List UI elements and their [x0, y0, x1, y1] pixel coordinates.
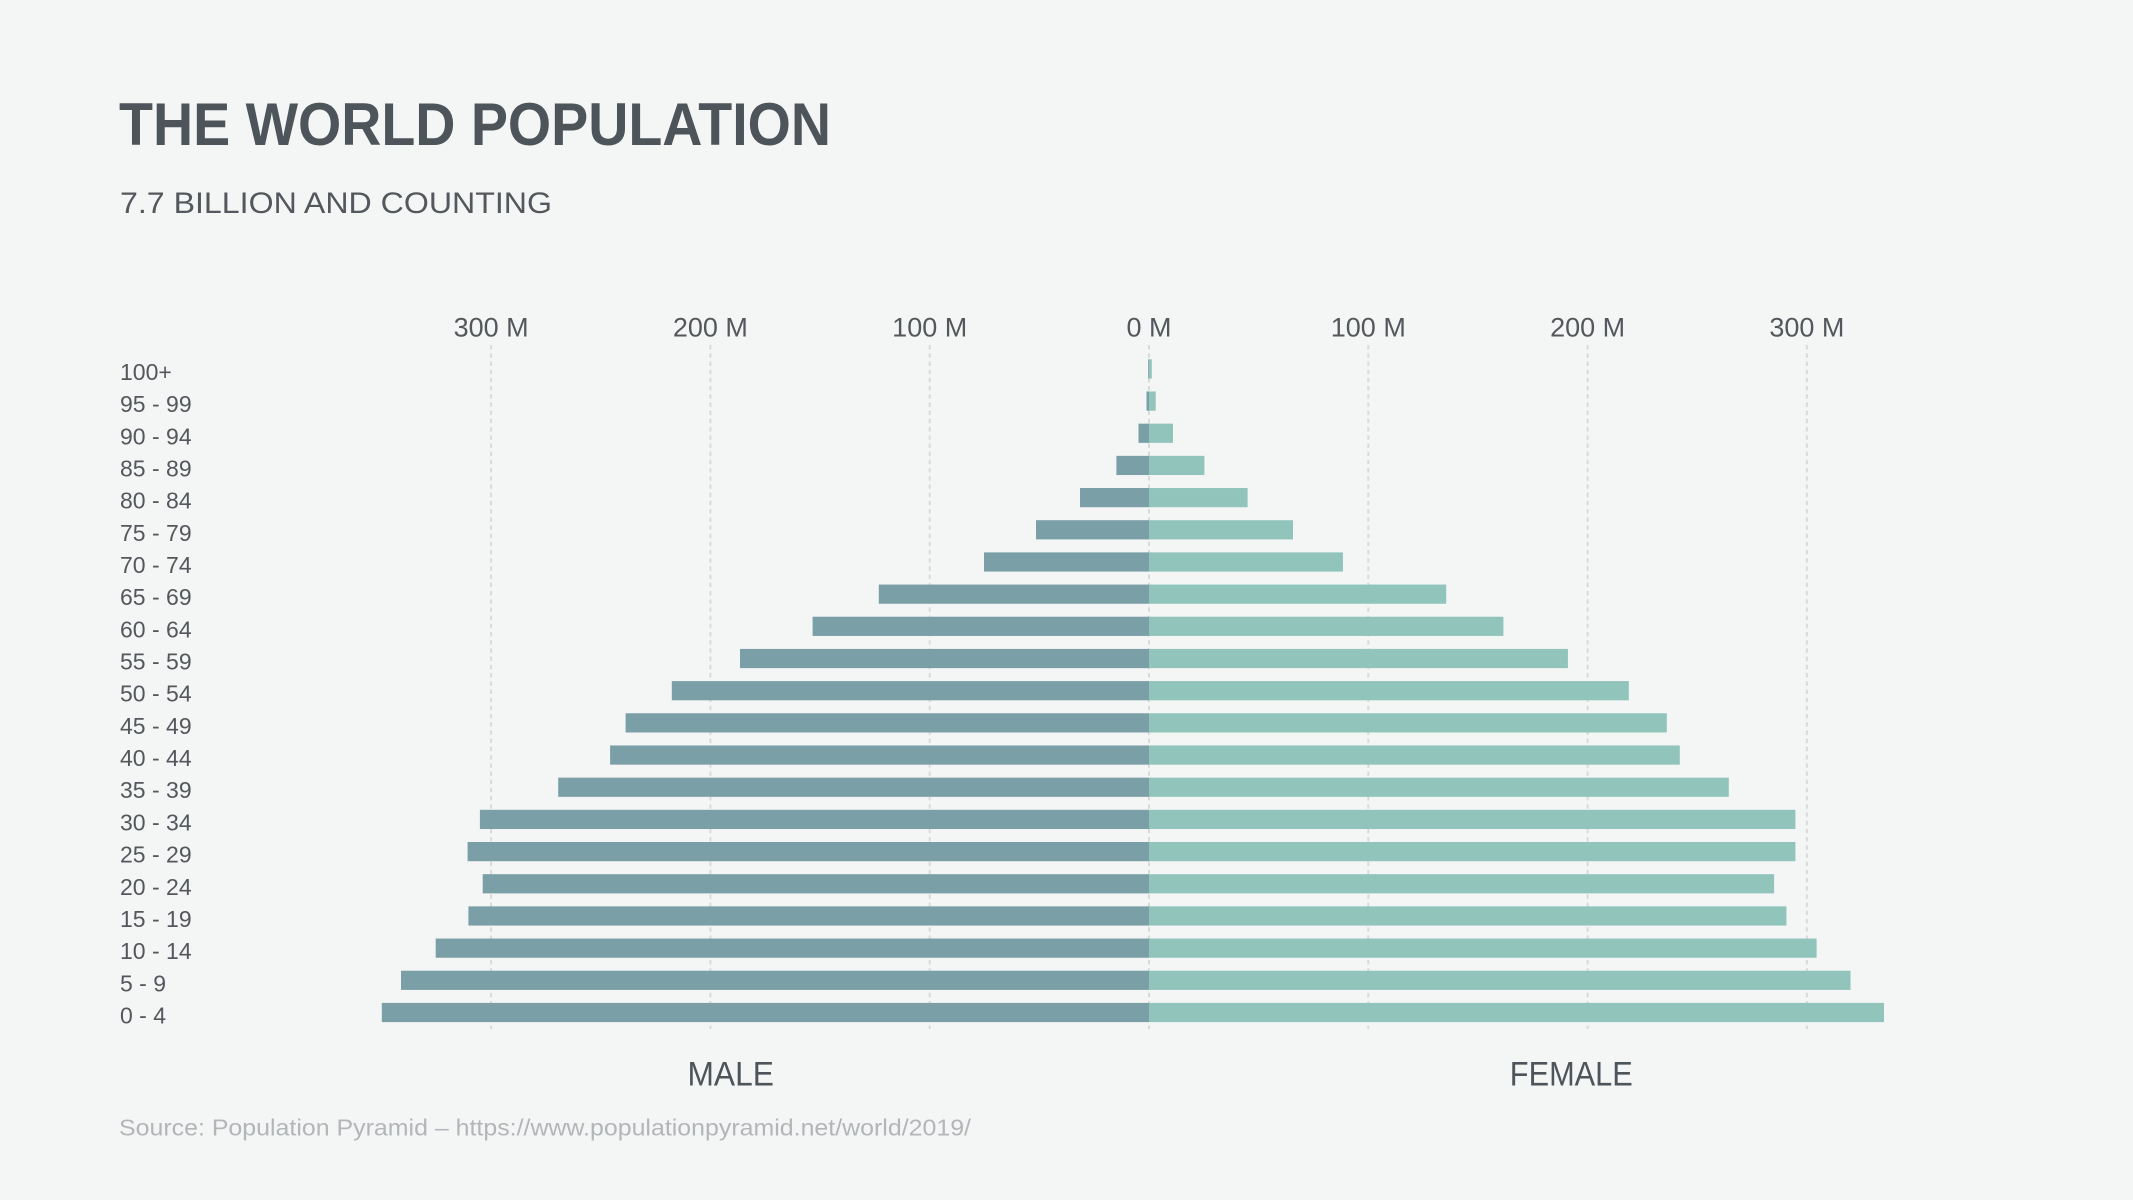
- svg-text:70 - 74: 70 - 74: [120, 552, 192, 578]
- svg-text:75 - 79: 75 - 79: [120, 520, 192, 546]
- svg-text:0 M: 0 M: [1126, 312, 1171, 342]
- svg-text:55 - 59: 55 - 59: [120, 649, 192, 675]
- svg-text:100 M: 100 M: [892, 312, 967, 342]
- svg-text:30 - 34: 30 - 34: [120, 809, 192, 835]
- svg-text:15 - 19: 15 - 19: [120, 906, 192, 932]
- svg-text:90 - 94: 90 - 94: [120, 423, 192, 449]
- svg-text:25 - 29: 25 - 29: [120, 842, 192, 868]
- svg-text:200 M: 200 M: [1550, 312, 1625, 342]
- svg-text:FEMALE: FEMALE: [1510, 1055, 1633, 1093]
- svg-text:10 - 14: 10 - 14: [120, 938, 192, 964]
- svg-text:200 M: 200 M: [673, 312, 748, 342]
- svg-text:5 - 9: 5 - 9: [120, 970, 166, 996]
- svg-text:THE WORLD POPULATION: THE WORLD POPULATION: [119, 91, 831, 158]
- svg-text:80 - 84: 80 - 84: [120, 488, 192, 514]
- svg-text:Source: Population Pyramid – h: Source: Population Pyramid – https://www…: [119, 1115, 972, 1141]
- svg-text:35 - 39: 35 - 39: [120, 777, 192, 803]
- svg-text:60 - 64: 60 - 64: [120, 616, 192, 642]
- svg-text:85 - 89: 85 - 89: [120, 455, 192, 481]
- svg-text:MALE: MALE: [688, 1055, 774, 1093]
- svg-text:45 - 49: 45 - 49: [120, 713, 192, 739]
- svg-text:50 - 54: 50 - 54: [120, 681, 192, 707]
- svg-text:300 M: 300 M: [1769, 312, 1844, 342]
- svg-text:95 - 99: 95 - 99: [120, 391, 192, 417]
- svg-text:20 - 24: 20 - 24: [120, 874, 192, 900]
- svg-text:7.7 BILLION AND COUNTING: 7.7 BILLION AND COUNTING: [120, 187, 552, 220]
- svg-text:100+: 100+: [120, 359, 172, 385]
- svg-text:40 - 44: 40 - 44: [120, 745, 192, 771]
- svg-text:300 M: 300 M: [454, 312, 529, 342]
- svg-text:65 - 69: 65 - 69: [120, 584, 192, 610]
- svg-text:0 - 4: 0 - 4: [120, 1003, 166, 1029]
- svg-text:100 M: 100 M: [1331, 312, 1406, 342]
